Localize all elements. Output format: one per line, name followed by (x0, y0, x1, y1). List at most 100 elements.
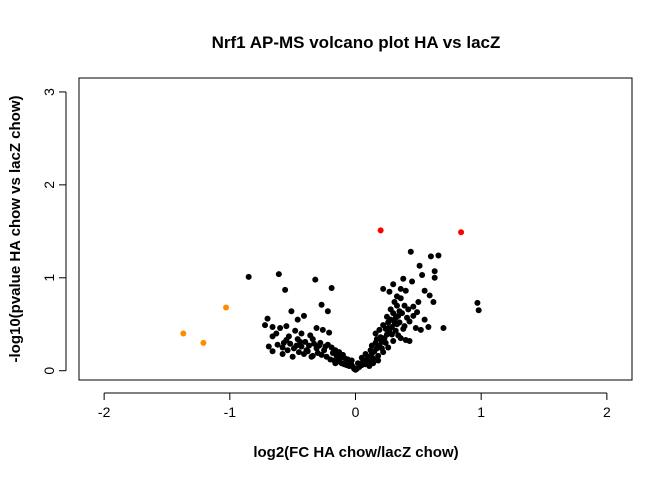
data-point (309, 336, 316, 343)
data-point (400, 275, 407, 282)
data-point (295, 349, 302, 356)
data-point (419, 271, 426, 278)
data-point (385, 344, 392, 351)
data-point (388, 331, 395, 338)
x-tick-label: 2 (603, 404, 611, 420)
data-point (362, 361, 369, 368)
data-point (326, 329, 333, 336)
data-point (410, 312, 417, 319)
data-point (385, 319, 392, 326)
data-point (401, 323, 408, 330)
data-point (370, 360, 377, 367)
data-point (298, 343, 305, 350)
y-tick-label: 1 (41, 274, 57, 282)
data-point (392, 327, 399, 334)
data-point (328, 285, 335, 292)
data-point (319, 326, 326, 333)
y-axis-label: -log10(pvalue HA chow vs lacZ chow) (7, 95, 24, 362)
data-point (279, 350, 286, 357)
data-point (322, 343, 329, 350)
data-point (368, 342, 375, 349)
data-point (302, 338, 309, 345)
x-tick-label: -1 (224, 404, 237, 420)
data-point (406, 318, 413, 325)
data-point (376, 326, 383, 333)
data-point (458, 229, 465, 236)
data-point (431, 268, 438, 275)
data-point (390, 337, 397, 344)
data-point (415, 298, 422, 305)
data-point (318, 351, 325, 358)
data-point (269, 348, 276, 355)
data-point (385, 324, 392, 331)
data-point (397, 285, 404, 292)
data-point (282, 286, 289, 293)
data-point (313, 324, 320, 331)
data-point (410, 303, 417, 310)
x-tick-label: 1 (477, 404, 485, 420)
data-point (329, 350, 336, 357)
data-point (414, 309, 421, 316)
data-point (427, 253, 434, 260)
data-point (377, 227, 384, 234)
data-point (180, 330, 187, 337)
data-point (223, 304, 230, 311)
data-point (285, 333, 292, 340)
data-point (275, 271, 282, 278)
x-axis: -2 -1 0 1 2 (98, 392, 611, 420)
data-point (308, 353, 315, 360)
data-point (265, 343, 272, 350)
data-points (180, 227, 482, 373)
data-point (262, 322, 269, 329)
data-point (372, 330, 379, 337)
x-tick-label: -2 (98, 404, 111, 420)
data-point (367, 347, 374, 354)
data-point (405, 306, 412, 313)
data-point (316, 342, 323, 349)
data-point (298, 330, 305, 337)
data-point (288, 308, 295, 315)
data-point (421, 316, 428, 323)
y-axis: 0 1 2 3 (41, 88, 67, 375)
data-point (305, 342, 312, 349)
data-point (382, 339, 389, 346)
data-point (318, 301, 325, 308)
data-point (426, 292, 433, 299)
data-point (390, 281, 397, 288)
data-point (292, 327, 299, 334)
data-point (289, 353, 296, 360)
data-point (430, 298, 437, 305)
data-point (435, 252, 442, 259)
data-point (375, 357, 382, 364)
plot-frame (78, 77, 633, 381)
data-point (380, 285, 387, 292)
data-point (402, 287, 409, 294)
data-point (274, 341, 281, 348)
data-point (386, 288, 393, 295)
data-point (293, 342, 300, 349)
data-point (431, 274, 438, 281)
data-point (378, 345, 385, 352)
data-point (397, 335, 404, 342)
data-point (421, 287, 428, 294)
data-point (391, 298, 398, 305)
data-point (355, 360, 362, 367)
data-point (401, 302, 408, 309)
data-point (324, 308, 331, 315)
data-point (393, 321, 400, 328)
data-point (373, 336, 380, 343)
data-point (425, 324, 432, 331)
data-point (387, 306, 394, 313)
data-point (362, 350, 369, 357)
data-point (300, 312, 307, 319)
data-point (280, 339, 287, 346)
data-point (264, 315, 271, 322)
y-tick-label: 0 (41, 367, 57, 375)
data-point (406, 337, 413, 344)
data-point (375, 352, 382, 359)
data-point (409, 278, 416, 285)
data-point (273, 330, 280, 337)
data-point (283, 323, 290, 330)
data-point (417, 326, 424, 333)
